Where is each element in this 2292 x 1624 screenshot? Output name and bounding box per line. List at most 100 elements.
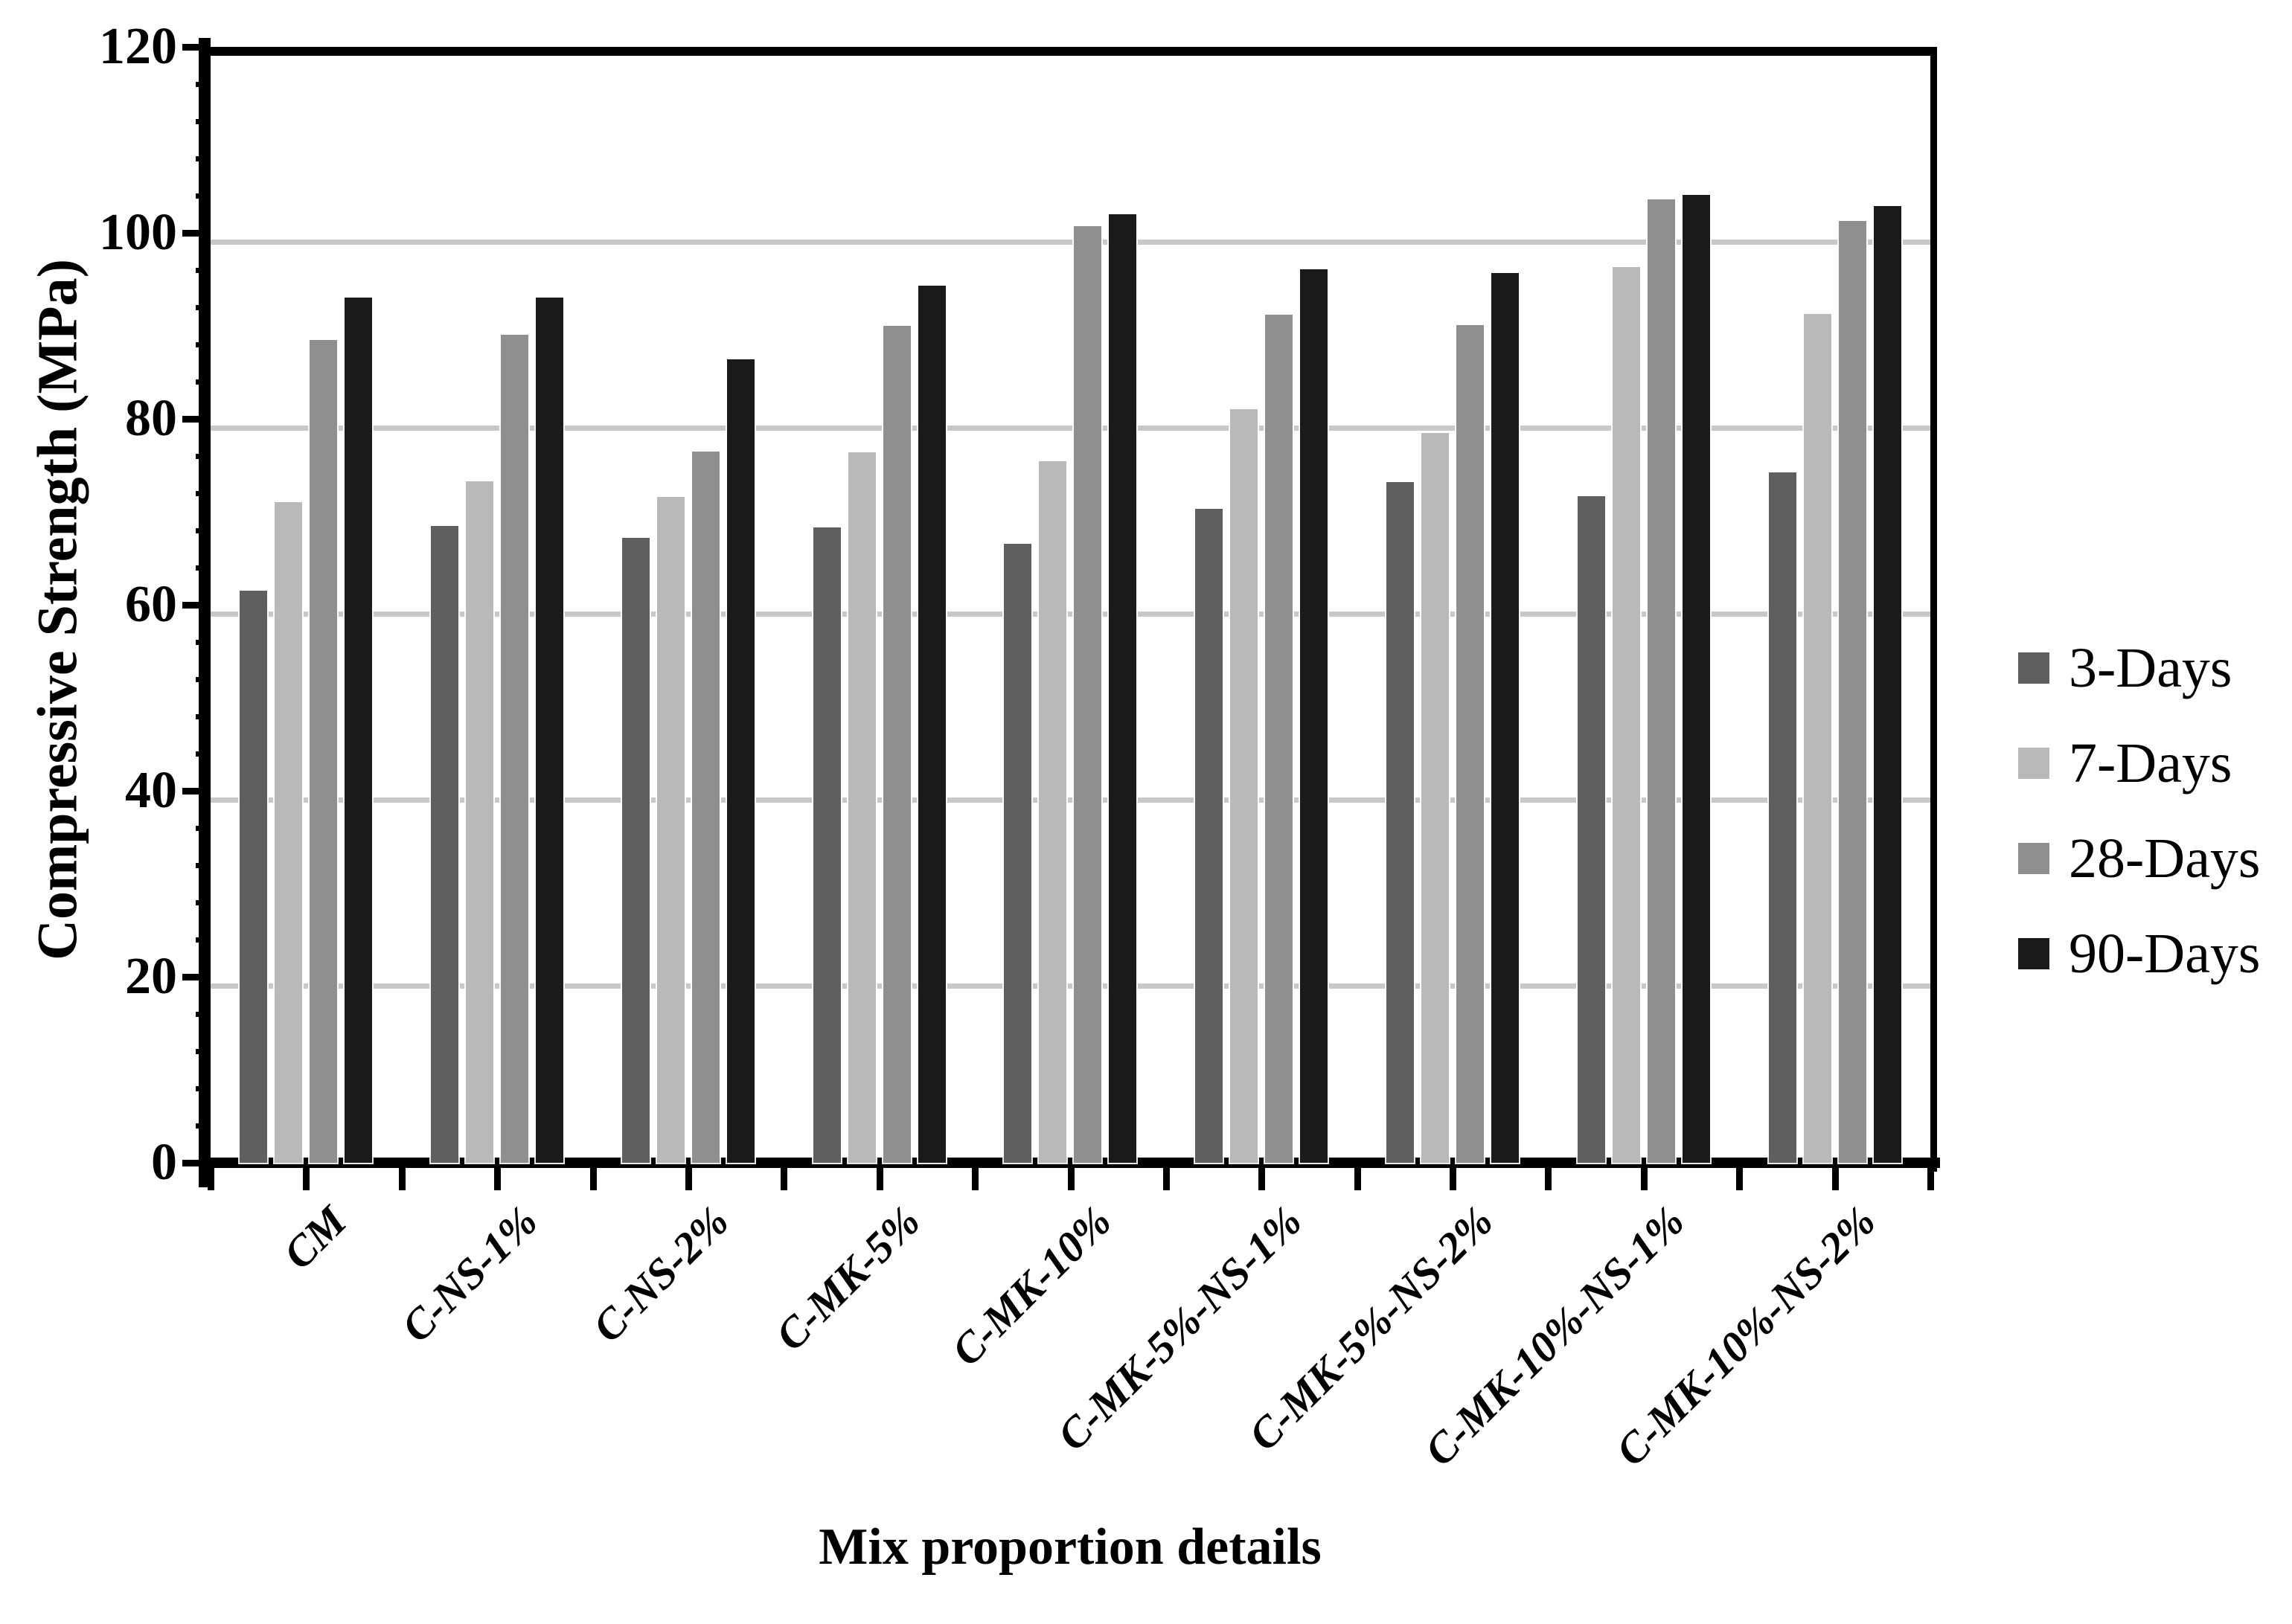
y-minor-tick-108 xyxy=(196,156,211,161)
bar-7-days-c-mk-5-ns-2 xyxy=(1420,431,1451,1164)
y-minor-tick-68 xyxy=(196,528,211,533)
y-minor-tick-32 xyxy=(196,863,211,868)
y-tick-label-80: 80 xyxy=(125,390,177,447)
y-minor-tick-4 xyxy=(196,1123,211,1129)
bar-7-days-cm xyxy=(273,501,304,1164)
bar-28-days-c-mk-5-ns-2 xyxy=(1455,324,1486,1164)
y-tick-label-120: 120 xyxy=(99,18,177,75)
x-axis-title: Mix proportion details xyxy=(819,1518,1322,1576)
x-tick-label-c-ns-2: C-NS-2% xyxy=(583,1196,738,1352)
y-minor-tick-96 xyxy=(196,268,211,273)
x-tick-label-c-mk-5: C-MK-5% xyxy=(766,1196,929,1360)
bar-90-days-c-mk-10-ns-1 xyxy=(1680,193,1712,1164)
y-major-tick-0 xyxy=(182,1160,211,1166)
y-minor-tick-48 xyxy=(196,714,211,719)
y-minor-tick-88 xyxy=(196,342,211,347)
y-minor-tick-56 xyxy=(196,640,211,645)
y-minor-tick-44 xyxy=(196,751,211,757)
y-tick-label-40: 40 xyxy=(125,762,177,819)
y-minor-tick-36 xyxy=(196,826,211,831)
bar-7-days-c-mk-5-ns-1 xyxy=(1229,408,1260,1164)
bar-90-days-c-mk-5-ns-1 xyxy=(1299,268,1330,1164)
legend-swatch-28-days xyxy=(2018,843,2049,874)
bar-90-days-c-ns-2 xyxy=(725,358,756,1164)
legend-label-7-days: 7-Days xyxy=(2069,732,2232,795)
bar-90-days-c-ns-1 xyxy=(534,296,566,1164)
legend-swatch-3-days xyxy=(2018,652,2049,684)
y-minor-tick-84 xyxy=(196,379,211,385)
x-tick-3 xyxy=(494,1168,502,1190)
x-tick-10 xyxy=(1162,1168,1170,1190)
bar-7-days-c-mk-10 xyxy=(1037,460,1069,1164)
y-minor-tick-112 xyxy=(196,119,211,124)
bar-7-days-c-ns-2 xyxy=(655,495,686,1164)
bar-group-c-mk-5 xyxy=(784,284,975,1164)
bar-3-days-c-mk-5-ns-2 xyxy=(1385,481,1416,1164)
bar-90-days-c-mk-5-ns-2 xyxy=(1490,272,1521,1164)
x-tick-7 xyxy=(876,1168,883,1190)
y-minor-tick-104 xyxy=(196,193,211,199)
x-tick-label-c-mk-10: C-MK-10% xyxy=(941,1196,1121,1376)
gridline-80 xyxy=(211,426,1930,431)
gridline-60 xyxy=(211,612,1930,617)
y-minor-tick-24 xyxy=(196,937,211,943)
bar-3-days-c-ns-1 xyxy=(429,524,461,1164)
bar-group-c-mk-5-ns-1 xyxy=(1166,268,1357,1164)
y-tick-label-60: 60 xyxy=(125,576,177,633)
y-tick-label-100: 100 xyxy=(99,204,177,261)
y-minor-tick-116 xyxy=(196,82,211,87)
y-major-tick-60 xyxy=(182,602,211,609)
bar-group-cm xyxy=(211,296,402,1164)
bar-group-c-mk-5-ns-2 xyxy=(1357,272,1549,1164)
x-tick-12 xyxy=(1354,1168,1361,1190)
x-tick-13 xyxy=(1450,1168,1457,1190)
y-major-tick-80 xyxy=(182,416,211,423)
y-minor-tick-52 xyxy=(196,677,211,682)
bar-90-days-c-mk-10 xyxy=(1107,213,1139,1164)
x-tick-0 xyxy=(208,1168,214,1190)
x-tick-1 xyxy=(303,1168,310,1190)
x-tick-17 xyxy=(1831,1168,1839,1190)
x-tick-18 xyxy=(1927,1168,1934,1190)
bar-3-days-c-mk-5-ns-1 xyxy=(1194,507,1225,1164)
x-tick-9 xyxy=(1067,1168,1075,1190)
y-tick-label-20: 20 xyxy=(125,948,177,1005)
bar-3-days-c-mk-10-ns-1 xyxy=(1575,495,1607,1164)
bar-7-days-c-mk-5 xyxy=(846,451,877,1164)
legend-label-28-days: 28-Days xyxy=(2069,827,2261,890)
y-major-tick-20 xyxy=(182,974,211,981)
legend-label-90-days: 90-Days xyxy=(2069,922,2261,985)
y-minor-tick-92 xyxy=(196,305,211,310)
y-minor-tick-64 xyxy=(196,565,211,571)
bar-group-c-ns-2 xyxy=(593,358,784,1164)
legend-item-3-days: 3-Days xyxy=(2018,634,2261,702)
bar-28-days-c-mk-5 xyxy=(881,324,912,1164)
bar-3-days-c-ns-2 xyxy=(620,536,651,1164)
y-axis-line xyxy=(199,38,211,1187)
bar-7-days-c-mk-10-ns-1 xyxy=(1610,266,1642,1164)
bar-28-days-cm xyxy=(308,338,339,1164)
bar-90-days-c-mk-5 xyxy=(916,284,947,1164)
bar-3-days-c-mk-10-ns-2 xyxy=(1767,471,1798,1164)
x-tick-14 xyxy=(1545,1168,1552,1190)
bar-group-c-mk-10-ns-1 xyxy=(1548,193,1739,1164)
x-tick-16 xyxy=(1736,1168,1744,1190)
bar-3-days-c-mk-5 xyxy=(811,526,842,1164)
y-minor-tick-28 xyxy=(196,900,211,905)
bar-28-days-c-mk-5-ns-1 xyxy=(1264,313,1295,1164)
bar-group-c-mk-10-ns-2 xyxy=(1739,205,1930,1164)
bar-28-days-c-mk-10-ns-2 xyxy=(1837,219,1868,1164)
bar-28-days-c-mk-10 xyxy=(1072,225,1104,1164)
x-tick-4 xyxy=(589,1168,597,1190)
y-major-tick-120 xyxy=(182,44,211,51)
gridline-20 xyxy=(211,983,1930,989)
y-minor-tick-72 xyxy=(196,491,211,496)
y-major-tick-40 xyxy=(182,788,211,795)
legend-item-90-days: 90-Days xyxy=(2018,919,2261,988)
legend-swatch-90-days xyxy=(2018,938,2049,969)
x-tick-6 xyxy=(781,1168,788,1190)
gridline-100 xyxy=(211,240,1930,245)
legend-swatch-7-days xyxy=(2018,748,2049,779)
y-minor-tick-76 xyxy=(196,454,211,459)
